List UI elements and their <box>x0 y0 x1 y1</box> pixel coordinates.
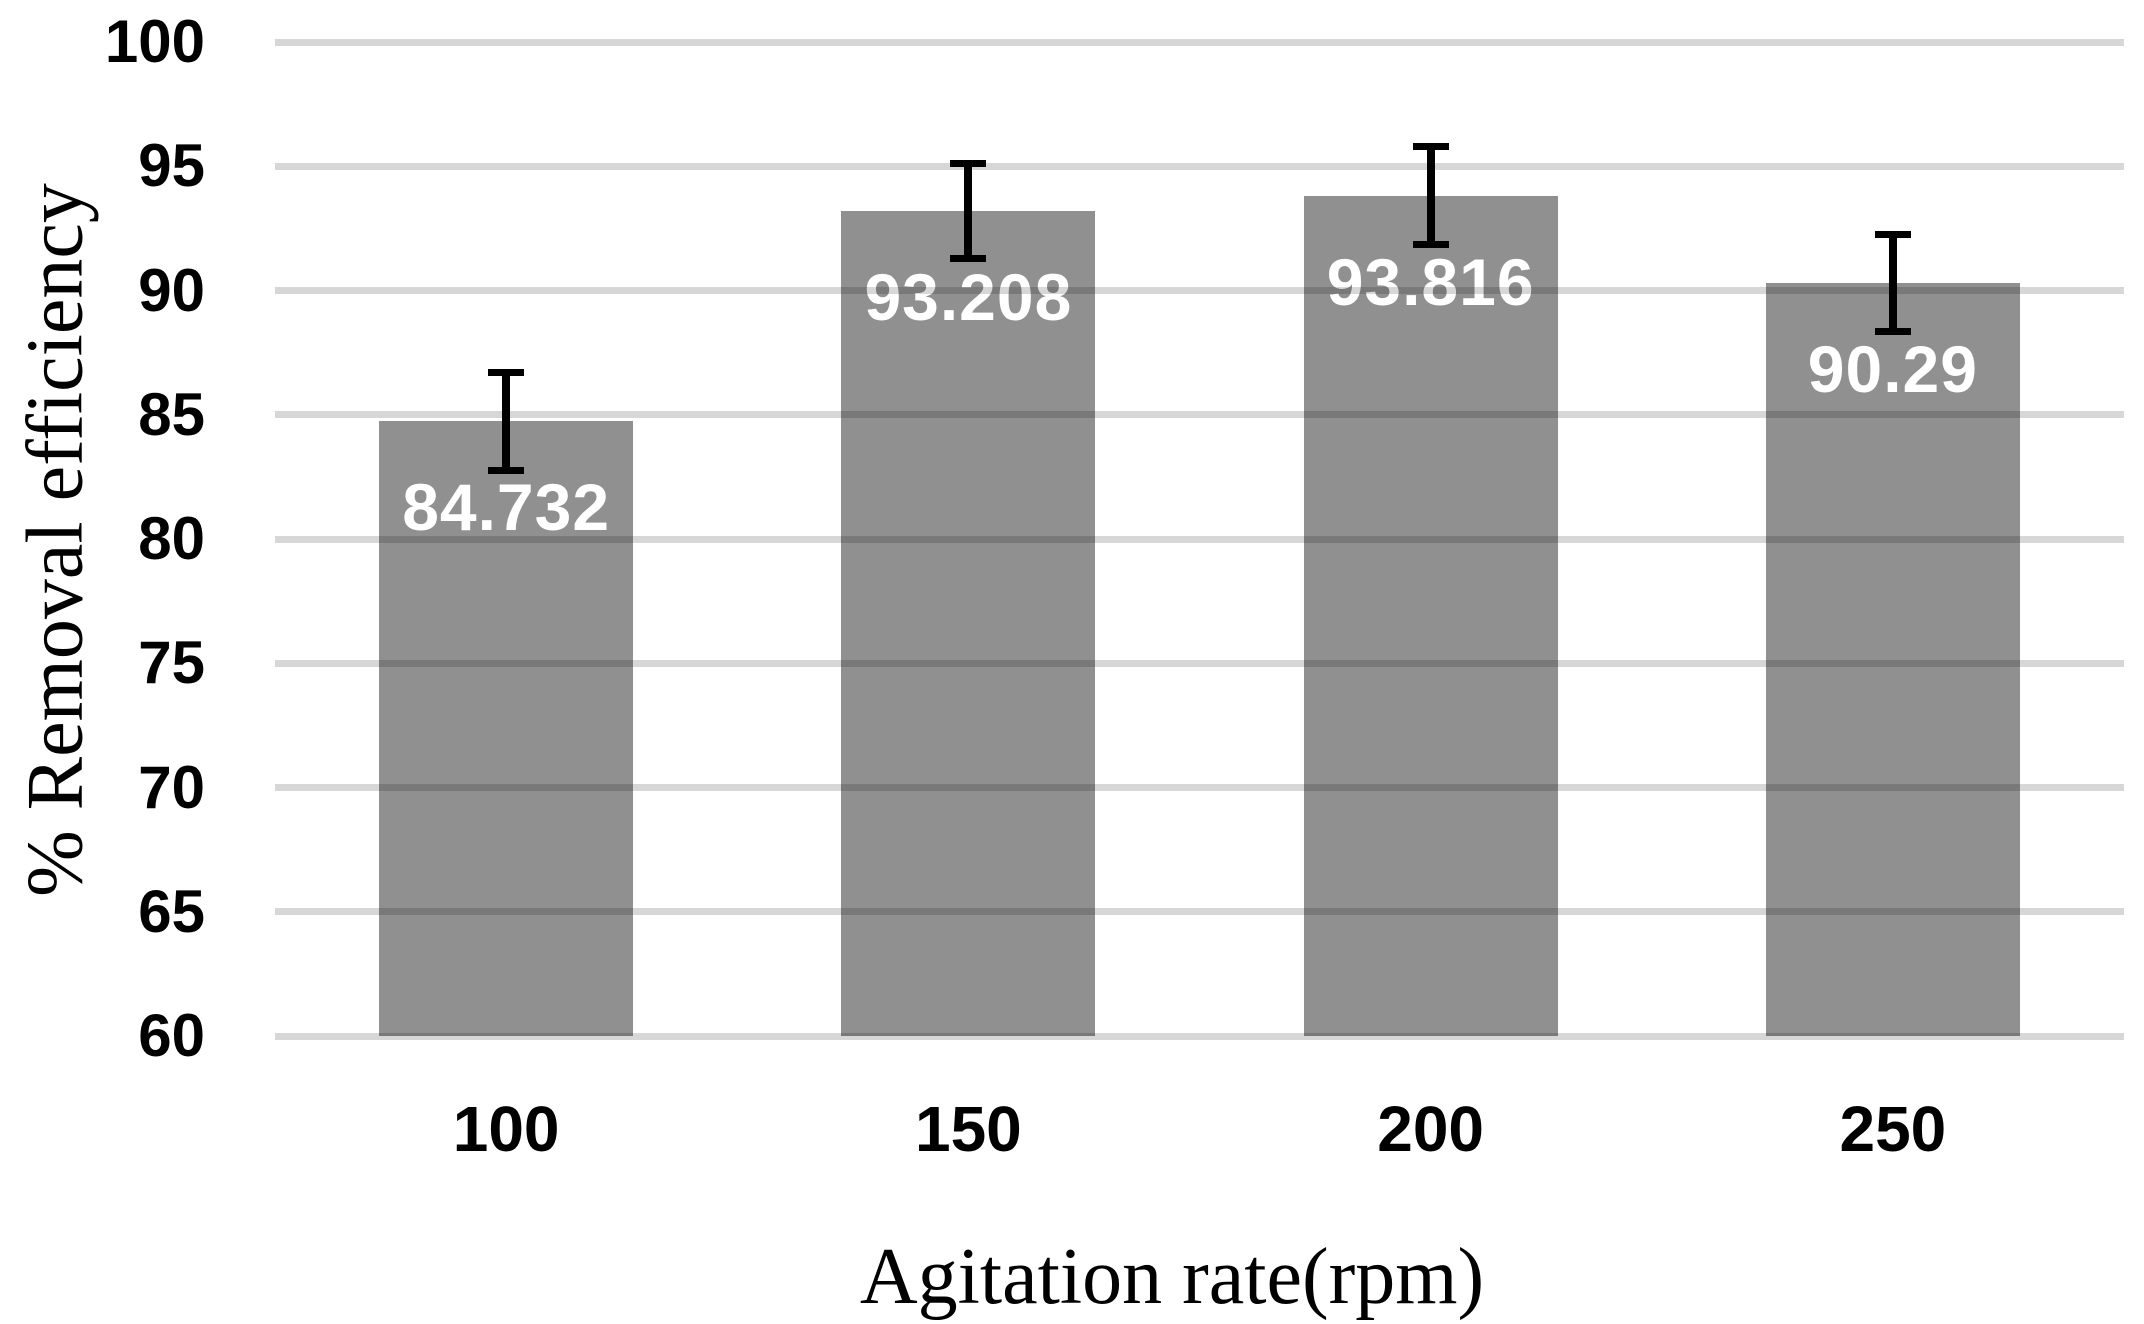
bar-value-label: 93.208 <box>864 259 1073 334</box>
error-bar <box>1874 231 1911 336</box>
y-tick-label: 60 <box>138 1002 205 1069</box>
y-gridline <box>275 535 2124 543</box>
y-gridline <box>275 908 2124 916</box>
x-tick-label: 250 <box>1839 1093 1947 1165</box>
y-tick-label: 90 <box>138 256 205 324</box>
y-gridline <box>275 411 2124 419</box>
error-bar-stem <box>502 369 511 474</box>
y-gridline <box>275 1032 2124 1040</box>
error-bar-stem <box>1888 231 1897 336</box>
y-gridline <box>275 162 2124 170</box>
bar <box>1765 283 2020 1036</box>
y-gridline <box>275 659 2124 667</box>
y-tick-label: 95 <box>138 132 205 200</box>
error-bar-stem <box>964 159 973 262</box>
x-tick-label: 150 <box>914 1093 1022 1165</box>
error-bar <box>950 159 987 262</box>
error-bar-cap-bottom <box>950 254 987 262</box>
bar-value-label: 84.732 <box>402 470 611 545</box>
y-tick-label: 75 <box>138 629 205 697</box>
x-tick-label: 200 <box>1377 1093 1485 1165</box>
y-tick-label: 85 <box>138 380 205 448</box>
bar-value-label: 93.816 <box>1326 244 1535 319</box>
error-bar-stem <box>1426 143 1435 248</box>
y-gridline <box>275 287 2124 294</box>
error-bar <box>1412 143 1449 248</box>
y-tick-label: 65 <box>138 877 205 945</box>
bar-value-label: 90.29 <box>1807 332 1978 407</box>
error-bar-cap-bottom <box>1874 328 1911 336</box>
bar <box>841 210 1096 1036</box>
bar <box>379 421 634 1036</box>
error-bar-cap-bottom <box>488 466 525 474</box>
y-tick-label: 70 <box>138 753 205 821</box>
y-gridline <box>275 784 2124 791</box>
error-bar <box>488 369 525 474</box>
error-bar-cap-bottom <box>1412 240 1449 248</box>
bar <box>1303 195 1558 1036</box>
x-tick-label: 100 <box>452 1093 560 1165</box>
y-gridline <box>275 38 2124 46</box>
x-axis-title: Agitation rate(rpm) <box>859 1233 1485 1321</box>
y-tick-label: 100 <box>104 8 205 75</box>
y-tick-label: 80 <box>138 505 205 572</box>
